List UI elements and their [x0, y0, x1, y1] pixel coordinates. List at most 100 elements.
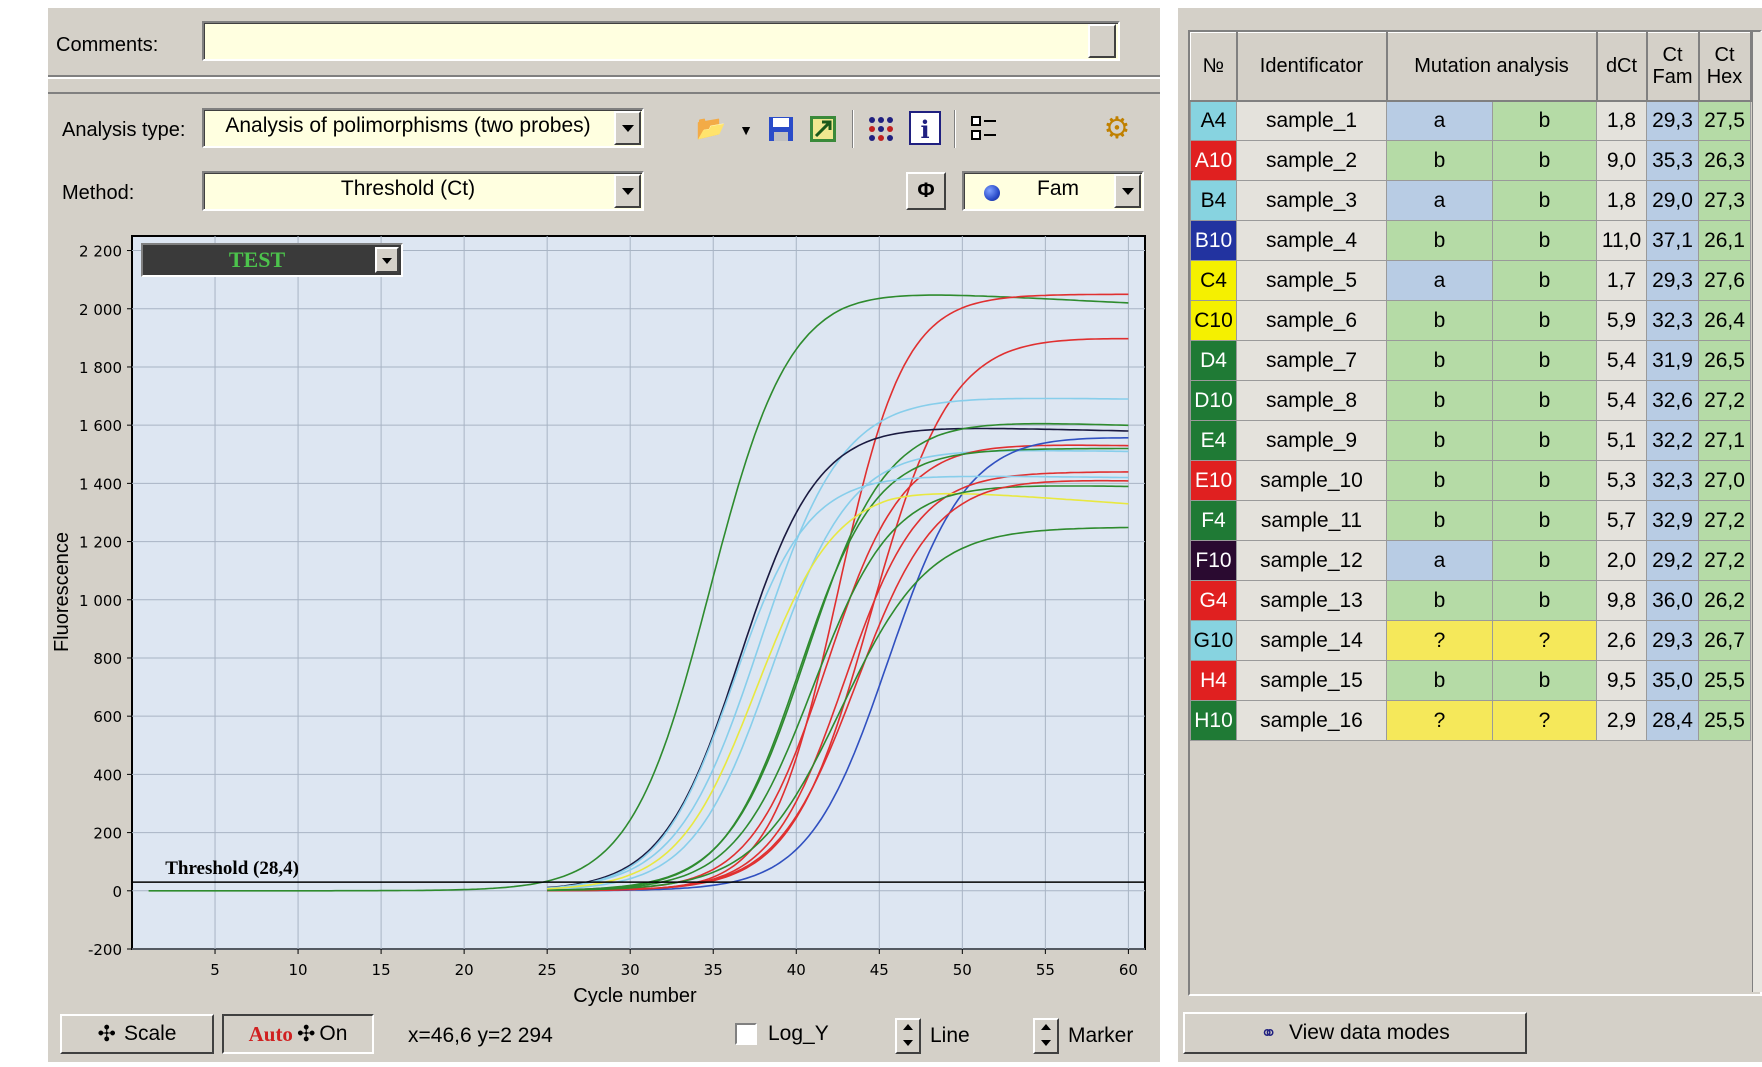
identificator-cell[interactable]: sample_15 [1236, 660, 1387, 701]
ct-hex-cell[interactable]: 26,7 [1698, 620, 1751, 661]
dct-cell[interactable]: 5,7 [1596, 500, 1647, 541]
ct-fam-cell[interactable]: 37,1 [1646, 220, 1699, 261]
ct-hex-cell[interactable]: 26,5 [1698, 340, 1751, 381]
table-row[interactable]: C10 sample_6 b b 5,9 32,3 26,4 [1190, 300, 1751, 341]
mutation-cell-2[interactable]: b [1492, 540, 1597, 581]
ct-fam-cell[interactable]: 32,3 [1646, 460, 1699, 501]
dct-cell[interactable]: 2,0 [1596, 540, 1647, 581]
amplification-curve[interactable] [547, 427, 1129, 889]
table-row[interactable]: E10 sample_10 b b 5,3 32,3 27,0 [1190, 460, 1751, 501]
mutation-cell-1[interactable]: b [1386, 460, 1493, 501]
dct-cell[interactable]: 9,8 [1596, 580, 1647, 621]
amplification-curve[interactable] [547, 492, 1129, 890]
mutation-cell-2[interactable]: b [1492, 340, 1597, 381]
table-row[interactable]: B4 sample_3 a b 1,8 29,0 27,3 [1190, 180, 1751, 221]
table-row[interactable]: A4 sample_1 a b 1,8 29,3 27,5 [1190, 100, 1751, 141]
table-row[interactable]: D4 sample_7 b b 5,4 31,9 26,5 [1190, 340, 1751, 381]
mutation-cell-1[interactable]: b [1386, 420, 1493, 461]
ct-hex-cell[interactable]: 27,2 [1698, 380, 1751, 421]
analysis-type-select[interactable]: Analysis of polimorphisms (two probes) [202, 108, 644, 148]
ct-fam-cell[interactable]: 36,0 [1646, 580, 1699, 621]
mutation-cell-1[interactable]: b [1386, 300, 1493, 341]
mutation-cell-1[interactable]: b [1386, 220, 1493, 261]
mutation-cell-2[interactable]: b [1492, 580, 1597, 621]
amplification-curve[interactable] [547, 479, 1129, 892]
table-row[interactable]: H10 sample_16?? 2,9 28,4 25,5 [1190, 700, 1751, 741]
mutation-cell-2[interactable]: b [1492, 460, 1597, 501]
ct-fam-cell[interactable]: 35,0 [1646, 660, 1699, 701]
table-row[interactable]: E4 sample_9 b b 5,1 32,2 27,1 [1190, 420, 1751, 461]
ct-hex-cell[interactable]: 27,2 [1698, 540, 1751, 581]
ct-fam-cell[interactable]: 35,3 [1646, 140, 1699, 181]
dct-cell[interactable]: 1,8 [1596, 180, 1647, 221]
table-scrollbar[interactable] [1752, 32, 1762, 992]
identificator-cell[interactable]: sample_12 [1236, 540, 1387, 581]
ct-fam-cell[interactable]: 29,2 [1646, 540, 1699, 581]
ct-fam-cell[interactable]: 32,2 [1646, 420, 1699, 461]
well-cell[interactable]: G4 [1190, 580, 1237, 621]
well-cell[interactable]: B10 [1190, 220, 1237, 261]
auto-on-button[interactable]: Auto ✣ On [222, 1014, 374, 1054]
ct-hex-cell[interactable]: 27,2 [1698, 500, 1751, 541]
table-row[interactable]: A10 sample_2 b b 9,0 35,3 26,3 [1190, 140, 1751, 181]
ct-fam-cell[interactable]: 29,0 [1646, 180, 1699, 221]
table-row[interactable]: B10 sample_4 b b 11,0 37,1 26,1 [1190, 220, 1751, 261]
well-cell[interactable]: D10 [1190, 380, 1237, 421]
amplification-curve[interactable] [547, 485, 1129, 892]
dct-cell[interactable]: 11,0 [1596, 220, 1647, 261]
table-row[interactable]: G10 sample_14?? 2,6 29,3 26,7 [1190, 620, 1751, 661]
amplification-curve[interactable] [547, 447, 1129, 891]
ct-hex-cell[interactable]: 25,5 [1698, 660, 1751, 701]
amplification-curve[interactable] [547, 475, 1129, 889]
mutation-cell-2[interactable]: b [1492, 500, 1597, 541]
well-cell[interactable]: F4 [1190, 500, 1237, 541]
identificator-cell[interactable]: sample_4 [1236, 220, 1387, 261]
amplification-chart[interactable]: -200 0 200 400 600 800 1 000 1 200 1 400 1 600 1 8… [45, 226, 1165, 1016]
amplification-curve[interactable] [547, 437, 1129, 892]
mutation-cell-2[interactable]: b [1492, 140, 1597, 181]
identificator-cell[interactable]: sample_11 [1236, 500, 1387, 541]
phi-button[interactable]: Φ [906, 172, 946, 210]
col-header-no[interactable]: № [1190, 32, 1238, 102]
mutation-cell-2[interactable]: b [1492, 300, 1597, 341]
well-cell[interactable]: D4 [1190, 340, 1237, 381]
well-cell[interactable]: H10 [1190, 700, 1237, 741]
dct-cell[interactable]: 1,7 [1596, 260, 1647, 301]
well-cell[interactable]: E4 [1190, 420, 1237, 461]
comments-spinner[interactable] [1088, 24, 1116, 58]
well-cell[interactable]: A4 [1190, 100, 1237, 141]
well-cell[interactable]: H4 [1190, 660, 1237, 701]
dct-cell[interactable]: 9,5 [1596, 660, 1647, 701]
method-select[interactable]: Threshold (Ct) [202, 171, 644, 211]
mutation-cell-2[interactable]: b [1492, 220, 1597, 261]
mutation-cell-2[interactable]: b [1492, 380, 1597, 421]
identificator-cell[interactable]: sample_2 [1236, 140, 1387, 181]
comments-field[interactable] [202, 21, 1120, 61]
ct-fam-cell[interactable]: 29,3 [1646, 260, 1699, 301]
table-row[interactable]: H4 sample_15 b b 9,5 35,0 25,5 [1190, 660, 1751, 701]
amplification-curve[interactable] [148, 294, 1129, 892]
mutation-cell-1[interactable]: a [1386, 540, 1493, 581]
well-cell[interactable]: A10 [1190, 140, 1237, 181]
mutation-cell-2[interactable]: b [1492, 420, 1597, 461]
ct-fam-cell[interactable]: 28,4 [1646, 700, 1699, 741]
ct-hex-cell[interactable]: 27,6 [1698, 260, 1751, 301]
identificator-cell[interactable]: sample_1 [1236, 100, 1387, 141]
open-folder-icon[interactable]: 📂 [696, 115, 726, 142]
table-row[interactable]: F10 sample_12 a b 2,0 29,2 27,2 [1190, 540, 1751, 581]
table-row[interactable]: C4 sample_5 a b 1,7 29,3 27,6 [1190, 260, 1751, 301]
ct-fam-cell[interactable]: 32,9 [1646, 500, 1699, 541]
amplification-curve[interactable] [547, 449, 1129, 891]
ct-hex-cell[interactable]: 27,0 [1698, 460, 1751, 501]
amplification-curve[interactable] [547, 397, 1129, 889]
mutation-cell-1[interactable]: a [1386, 180, 1493, 221]
well-cell[interactable]: C10 [1190, 300, 1237, 341]
ct-hex-cell[interactable]: 26,1 [1698, 220, 1751, 261]
dct-cell[interactable]: 5,9 [1596, 300, 1647, 341]
amplification-curve[interactable] [547, 526, 1129, 892]
mutation-cell-1[interactable]: b [1386, 340, 1493, 381]
ct-hex-cell[interactable]: 26,3 [1698, 140, 1751, 181]
plate-grid-icon[interactable] [864, 112, 898, 146]
identificator-cell[interactable]: sample_16 [1236, 700, 1387, 741]
checklist-icon[interactable] [968, 112, 1002, 146]
